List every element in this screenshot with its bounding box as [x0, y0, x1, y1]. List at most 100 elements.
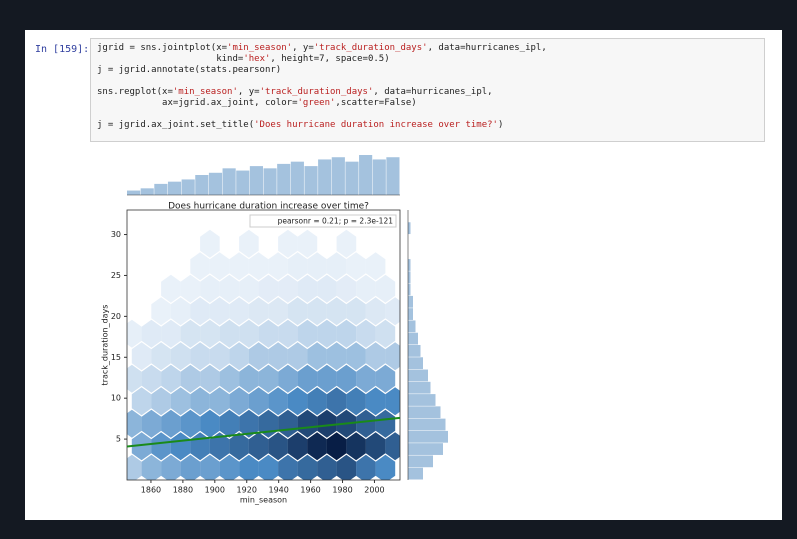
annotation: pearsonr = 0.21; p = 2.3e-121	[278, 217, 394, 226]
x-tick-label: 1940	[268, 486, 288, 495]
hex-cell	[239, 275, 259, 303]
hex-cell	[200, 275, 220, 303]
hex-cell	[132, 342, 152, 370]
hex-cell	[278, 455, 298, 483]
x-marginal-bar	[236, 171, 249, 195]
y-marginal-bar	[408, 345, 421, 357]
hex-cell	[210, 387, 230, 415]
x-tick-label: 1960	[300, 486, 320, 495]
hex-cell	[288, 432, 308, 460]
y-tick-label: 20	[111, 312, 121, 321]
x-tick-label: 1980	[332, 486, 352, 495]
hex-cell	[327, 432, 347, 460]
y-marginal-bar	[408, 394, 436, 406]
hex-cell	[151, 252, 171, 280]
hex-cell	[259, 275, 279, 303]
x-marginal-bar	[373, 159, 386, 195]
y-marginal-bar	[408, 222, 411, 234]
hex-cell	[142, 230, 162, 258]
hex-cell	[142, 275, 162, 303]
hex-cell	[366, 297, 386, 325]
hex-cell	[122, 410, 142, 438]
hex-cell	[210, 252, 230, 280]
hex-cell	[239, 230, 259, 258]
hex-cell	[142, 455, 162, 483]
hex-cell	[327, 342, 347, 370]
y-marginal-bar	[408, 333, 418, 345]
hex-cell	[220, 275, 240, 303]
hex-cell	[190, 252, 210, 280]
hex-cell	[151, 342, 171, 370]
hex-cell	[366, 342, 386, 370]
hex-cell	[200, 455, 220, 483]
hex-cell	[181, 455, 201, 483]
hex-cell	[161, 410, 181, 438]
hex-cell	[190, 432, 210, 460]
x-marginal-bar	[345, 162, 358, 195]
hex-cell	[327, 252, 347, 280]
hex-cell	[356, 410, 376, 438]
x-axis-label: min_season	[240, 496, 287, 505]
y-marginal-bar	[408, 443, 443, 455]
x-tick-label: 1880	[173, 486, 193, 495]
hex-cell	[307, 342, 327, 370]
hex-cell	[171, 342, 191, 370]
hex-cell	[142, 365, 162, 393]
y-marginal-bar	[408, 455, 433, 467]
hex-cell	[171, 297, 191, 325]
hex-cell	[181, 365, 201, 393]
hex-cell	[220, 320, 240, 348]
hex-cell	[259, 320, 279, 348]
x-marginal-bar	[318, 159, 331, 195]
hex-cell	[122, 230, 142, 258]
hex-cell	[210, 342, 230, 370]
hex-cell	[210, 297, 230, 325]
x-marginal-bar	[332, 157, 345, 195]
y-marginal-bar	[408, 382, 431, 394]
y-marginal-bar	[408, 468, 423, 480]
hex-cell	[132, 252, 152, 280]
hex-cell	[132, 297, 152, 325]
hex-cell	[229, 297, 249, 325]
hex-cell	[161, 230, 181, 258]
hex-cell	[171, 432, 191, 460]
hex-cell	[268, 297, 288, 325]
hex-cell	[385, 387, 405, 415]
x-tick-label: 1900	[205, 486, 225, 495]
hex-cell	[161, 275, 181, 303]
hex-cell	[220, 410, 240, 438]
hex-cell	[278, 320, 298, 348]
hex-cell	[132, 207, 152, 235]
x-marginal-bar	[141, 188, 154, 195]
y-marginal-bar	[408, 308, 413, 320]
hex-cell	[376, 365, 396, 393]
y-marginal-bar	[408, 431, 448, 443]
hex-cell	[337, 230, 357, 258]
hex-cell	[327, 297, 347, 325]
x-marginal-bar	[209, 173, 222, 195]
hex-cell	[307, 252, 327, 280]
y-marginal-bar	[408, 296, 413, 308]
hex-cell	[356, 230, 376, 258]
hex-cell	[317, 410, 337, 438]
x-marginal-bar	[277, 164, 290, 195]
hex-cell	[346, 387, 366, 415]
hex-cell	[317, 275, 337, 303]
hex-cell	[220, 365, 240, 393]
x-marginal-bar	[182, 179, 195, 195]
hex-cell	[200, 320, 220, 348]
hex-cell	[190, 387, 210, 415]
hex-cell	[298, 275, 318, 303]
hex-cell	[278, 230, 298, 258]
hex-cell	[327, 387, 347, 415]
chart: 1860188019001920194019601980200051015202…	[0, 0, 797, 539]
hex-cell	[298, 365, 318, 393]
hex-cell	[259, 455, 279, 483]
hex-cell	[200, 410, 220, 438]
hex-cell	[249, 387, 269, 415]
x-marginal-bar	[250, 166, 263, 195]
hex-cell	[249, 297, 269, 325]
hex-cell	[337, 365, 357, 393]
hex-cell	[229, 342, 249, 370]
hex-cell	[288, 297, 308, 325]
